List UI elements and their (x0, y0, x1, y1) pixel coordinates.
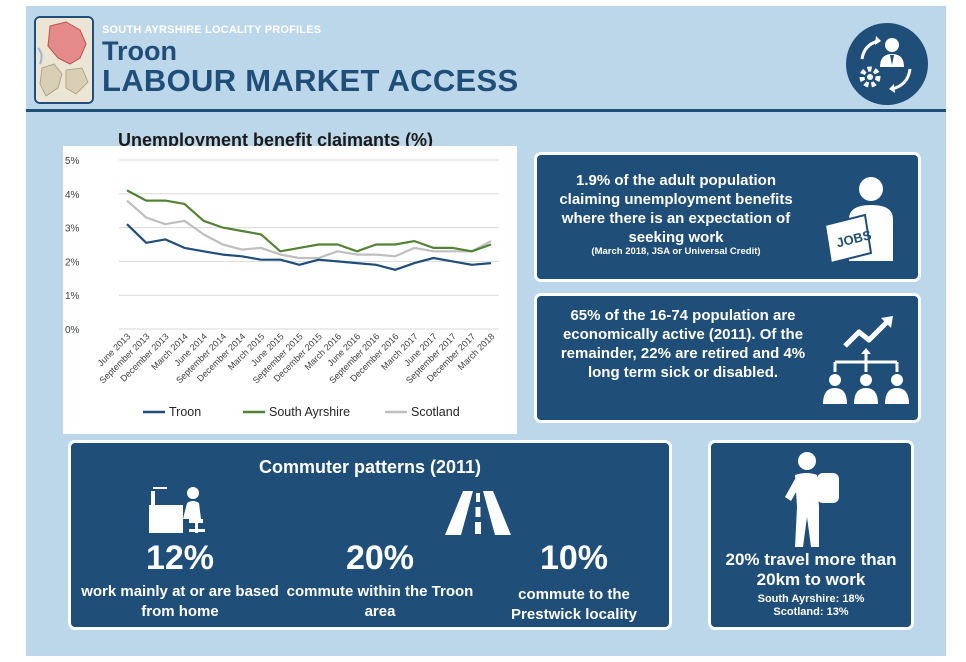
home-desk-icon (149, 487, 205, 533)
legend-label: South Ayrshire (269, 405, 350, 419)
profile-page: SOUTH AYRSHIRE LOCALITY PROFILES Troon L… (26, 6, 946, 656)
claimants-stat-note: (March 2018, JSA or Universal Credit) (591, 246, 761, 257)
travel-stat-text: 20% travel more than 20km to work (725, 550, 897, 589)
claimants-stat-box: 1.9% of the adult population claiming un… (534, 152, 921, 282)
road-icon (445, 491, 511, 535)
y-tick-label: 3% (65, 224, 80, 235)
legend-label: Scotland (411, 405, 460, 419)
population-growth-icon (823, 316, 909, 404)
series-line-troon (126, 223, 492, 271)
travel-comparison: South Ayrshire: 18% Scotland: 13% (715, 593, 907, 619)
page-title: LABOUR MARKET ACCESS (102, 63, 519, 98)
commuter-title: Commuter patterns (2011) (258, 457, 482, 477)
chart-title: Unemployment benefit claimants (%) (118, 130, 434, 150)
economic-activity-text: 65% of the 16-74 population are economic… (560, 307, 806, 381)
economic-activity-stat-box: 65% of the 16-74 population are economic… (534, 293, 921, 423)
prestwick-commute-percent: 10% (539, 539, 609, 577)
prestwick-commute-label: commute to the Prestwick locality (511, 586, 637, 623)
troon-commute-label: commute within the Troon area (286, 583, 474, 620)
home-work-percent: 12% (145, 539, 215, 577)
series-line-south-ayrshire (126, 189, 492, 253)
header-divider (26, 109, 946, 112)
troon-commute-percent: 20% (345, 539, 415, 577)
claimants-stat-text: 1.9% of the adult population claiming un… (559, 172, 793, 246)
travel-distance-box: 20% travel more than 20km to work South … (708, 440, 914, 630)
jobs-reader-icon: JOBS (823, 177, 893, 265)
y-tick-label: 2% (65, 257, 80, 268)
claimants-chart: 0% 1% 2% 3% 4% 5% June 2013 September 2013 Decem… (63, 146, 517, 434)
locality-map-icon (34, 16, 94, 104)
y-tick-label: 5% (65, 156, 80, 167)
labour-market-icon (846, 23, 928, 105)
travel-scotland: Scotland: 13% (773, 606, 849, 618)
home-work-label: work mainly at or are based from home (81, 583, 279, 620)
series-line-scotland (126, 199, 492, 260)
y-tick-label: 4% (65, 190, 80, 201)
y-tick-label: 1% (65, 291, 80, 302)
hiker-icon (785, 452, 839, 547)
locality-name: Troon (102, 36, 177, 66)
y-tick-label: 0% (65, 325, 80, 336)
commuter-patterns-box: Commuter patterns (2011) 12% work mainly… (68, 440, 672, 630)
series-kicker: SOUTH AYRSHIRE LOCALITY PROFILES (102, 24, 322, 36)
legend-label: Troon (169, 405, 201, 419)
travel-south-ayrshire: South Ayrshire: 18% (757, 593, 865, 605)
